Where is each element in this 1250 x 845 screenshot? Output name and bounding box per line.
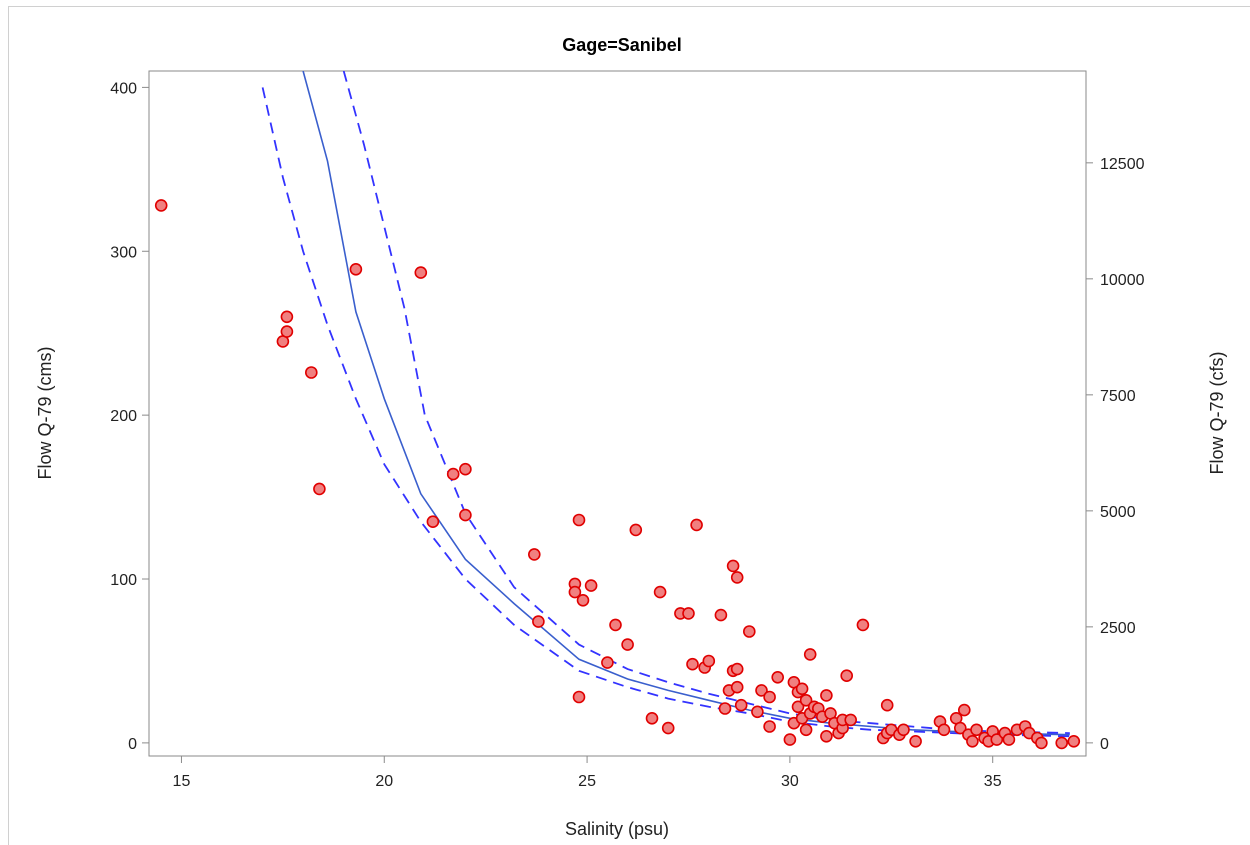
data-point bbox=[572, 690, 586, 704]
y-tick-label: 100 bbox=[110, 572, 137, 589]
data-point bbox=[844, 713, 858, 727]
data-point bbox=[527, 548, 541, 561]
x-tick-label: 15 bbox=[173, 773, 191, 790]
data-point bbox=[966, 734, 979, 748]
data-point bbox=[601, 656, 614, 669]
data-point bbox=[799, 723, 813, 737]
data-point bbox=[1035, 736, 1048, 750]
data-point bbox=[880, 698, 894, 712]
data-point bbox=[459, 508, 472, 522]
y-axis-left: 0 100 200 300 400 bbox=[110, 80, 149, 753]
data-point bbox=[446, 467, 460, 481]
data-point bbox=[686, 657, 699, 671]
data-point bbox=[426, 515, 440, 529]
data-point bbox=[682, 607, 695, 620]
y-tick-label: 400 bbox=[110, 80, 137, 97]
y-tick-label: 0 bbox=[128, 736, 137, 753]
data-point bbox=[1067, 734, 1081, 748]
data-point bbox=[970, 723, 983, 737]
data-point bbox=[576, 593, 590, 607]
data-point bbox=[730, 662, 744, 676]
x-tick-label: 30 bbox=[781, 773, 799, 790]
data-point bbox=[584, 579, 598, 592]
data-point bbox=[532, 615, 545, 628]
y2-tick-label: 5000 bbox=[1100, 504, 1136, 521]
x-tick-label: 20 bbox=[375, 773, 393, 790]
fit-line bbox=[302, 71, 1070, 736]
fit-lines bbox=[261, 71, 1070, 738]
data-point bbox=[957, 703, 971, 717]
data-point bbox=[783, 733, 797, 746]
y2-tick-label: 7500 bbox=[1100, 388, 1136, 405]
data-point bbox=[726, 559, 740, 573]
data-point bbox=[897, 723, 910, 737]
confidence-band-line bbox=[342, 71, 1070, 734]
data-point bbox=[414, 266, 428, 279]
plot-area bbox=[148, 70, 1087, 757]
data-point bbox=[154, 199, 168, 212]
data-point bbox=[1002, 733, 1016, 746]
data-point bbox=[568, 585, 582, 599]
x-tick-label: 25 bbox=[578, 773, 596, 790]
data-point bbox=[763, 690, 776, 704]
data-point bbox=[1055, 736, 1068, 750]
data-point bbox=[791, 700, 805, 714]
data-point bbox=[771, 670, 785, 684]
y2-axis-label: Flow Q-79 (cfs) bbox=[1207, 351, 1227, 474]
data-point bbox=[953, 721, 967, 735]
y-tick-label: 300 bbox=[110, 244, 137, 261]
data-point bbox=[840, 669, 854, 683]
data-point bbox=[990, 733, 1004, 746]
data-point bbox=[937, 723, 951, 737]
chart-frame bbox=[8, 6, 1250, 845]
data-point bbox=[734, 698, 748, 712]
y2-tick-label: 10000 bbox=[1100, 272, 1145, 289]
data-point bbox=[313, 482, 326, 496]
y2-tick-label: 12500 bbox=[1100, 156, 1145, 173]
data-point bbox=[621, 638, 634, 651]
data-point bbox=[730, 680, 744, 694]
chart-title: Gage=Sanibel bbox=[562, 35, 682, 55]
data-point bbox=[629, 523, 643, 537]
data-point bbox=[803, 648, 817, 661]
data-point bbox=[751, 705, 764, 719]
data-point bbox=[690, 518, 703, 532]
data-point bbox=[742, 625, 756, 638]
data-point bbox=[653, 585, 667, 599]
data-point bbox=[730, 571, 744, 584]
data-point bbox=[755, 684, 768, 697]
y2-tick-label: 2500 bbox=[1100, 620, 1136, 637]
data-point bbox=[459, 462, 472, 476]
data-point bbox=[304, 366, 318, 379]
data-point bbox=[280, 310, 294, 324]
data-point bbox=[714, 608, 728, 622]
x-tick-label: 35 bbox=[984, 773, 1002, 790]
y2-tick-label: 0 bbox=[1100, 736, 1109, 753]
data-point bbox=[763, 720, 776, 733]
data-point bbox=[799, 693, 813, 707]
data-point bbox=[856, 618, 870, 632]
x-axis: 15 20 25 30 35 bbox=[173, 756, 1002, 790]
data-points bbox=[154, 199, 1081, 750]
confidence-band-line bbox=[261, 87, 1070, 738]
data-point bbox=[661, 721, 675, 735]
y-axis-label: Flow Q-79 (cms) bbox=[35, 346, 55, 479]
data-point bbox=[280, 325, 294, 338]
data-point bbox=[702, 654, 716, 668]
data-point bbox=[795, 682, 809, 696]
y-tick-label: 200 bbox=[110, 408, 137, 425]
data-point bbox=[609, 618, 622, 632]
y-axis-right: 0 2500 5000 7500 10000 12500 bbox=[1086, 156, 1145, 753]
x-axis-label: Salinity (psu) bbox=[565, 819, 669, 839]
data-point bbox=[718, 702, 732, 715]
data-point bbox=[820, 689, 833, 702]
data-point bbox=[572, 513, 586, 527]
data-point bbox=[909, 734, 922, 748]
data-point bbox=[645, 711, 659, 725]
data-point bbox=[820, 729, 833, 743]
data-point bbox=[349, 262, 363, 276]
